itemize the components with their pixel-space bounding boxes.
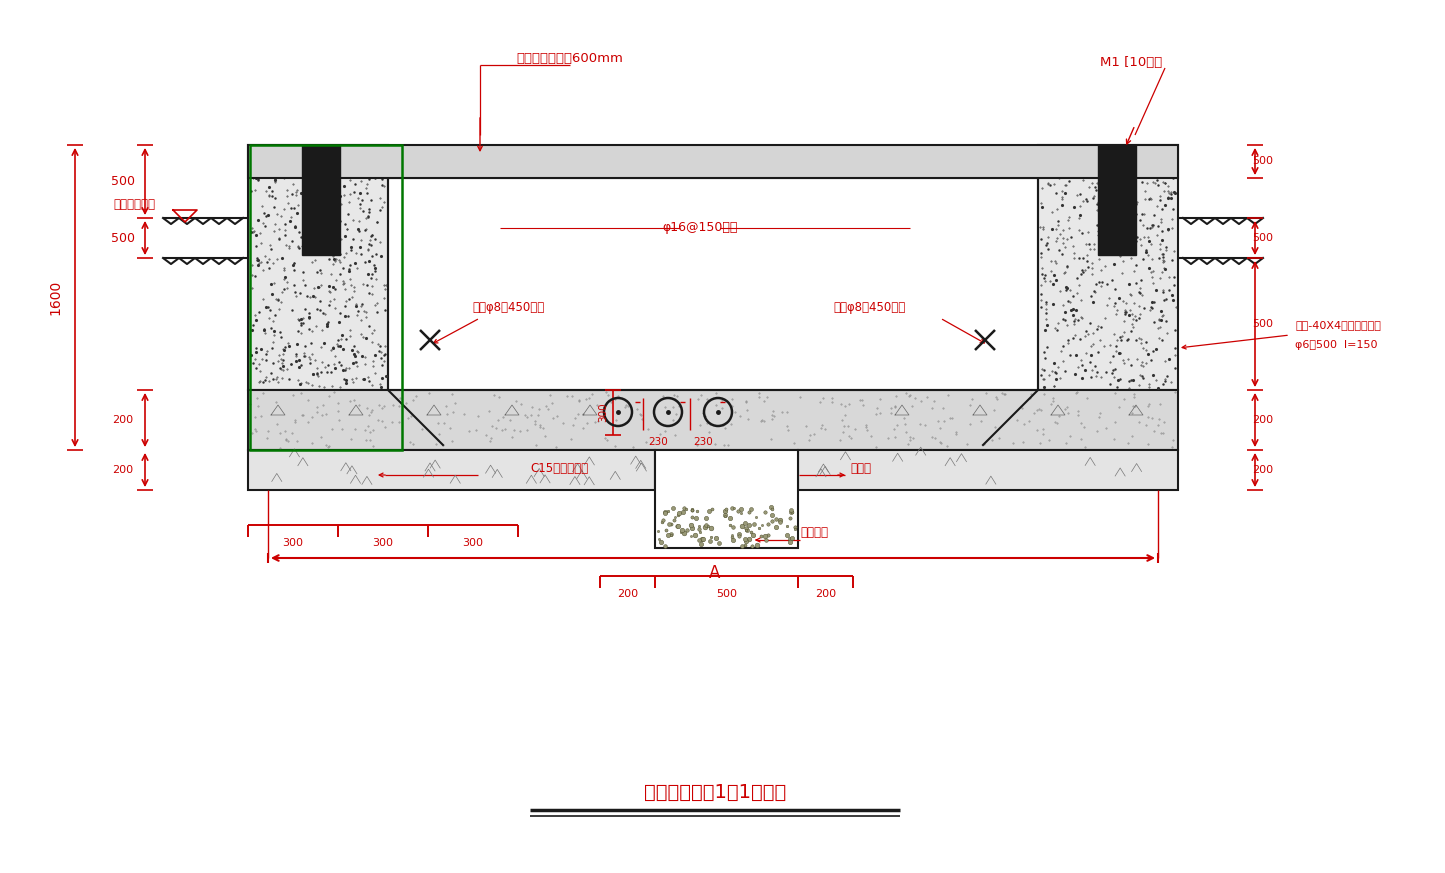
- Bar: [655, 450, 798, 548]
- Text: 500: 500: [1253, 319, 1273, 329]
- Text: 500: 500: [111, 231, 134, 244]
- Text: 1600: 1600: [48, 280, 62, 315]
- Text: 300: 300: [598, 402, 608, 422]
- Text: 拉筋φ8＠450双向: 拉筋φ8＠450双向: [834, 301, 906, 314]
- Text: C15混凝土垫层: C15混凝土垫层: [530, 462, 588, 475]
- Text: 拉筋φ8＠450双向: 拉筋φ8＠450双向: [473, 301, 545, 314]
- Text: M1 [10槽鉢: M1 [10槽鉢: [1100, 56, 1162, 68]
- Text: 230: 230: [694, 437, 712, 447]
- Text: 300: 300: [283, 538, 303, 548]
- Text: 室外设计标高: 室外设计标高: [113, 198, 155, 211]
- Text: 集水坑: 集水坑: [850, 462, 871, 475]
- Text: 200: 200: [113, 465, 133, 475]
- Text: 230: 230: [649, 437, 668, 447]
- Text: 200: 200: [815, 589, 837, 599]
- Text: 500: 500: [111, 175, 134, 188]
- Text: 200: 200: [1253, 465, 1273, 475]
- Text: 500: 500: [1253, 233, 1273, 243]
- Bar: [798, 450, 1178, 490]
- Text: 操作走廊不小于600mm: 操作走廊不小于600mm: [516, 52, 623, 65]
- Text: φ16@150双向: φ16@150双向: [662, 222, 738, 235]
- Bar: [1098, 145, 1136, 255]
- Bar: [1038, 145, 1178, 390]
- Text: 300: 300: [462, 538, 484, 548]
- Text: 通长-40X4扁铁四周预埋: 通长-40X4扁铁四周预埋: [1295, 320, 1381, 330]
- Text: 500: 500: [1253, 156, 1273, 167]
- Bar: [249, 145, 389, 390]
- Text: 500: 500: [717, 589, 737, 599]
- Bar: [249, 390, 1178, 450]
- Text: A: A: [709, 564, 721, 582]
- Text: 200: 200: [617, 589, 639, 599]
- Bar: [249, 450, 655, 490]
- Text: 200: 200: [113, 415, 133, 425]
- Text: 200: 200: [1253, 415, 1273, 425]
- Text: 预装式变电站1－1剑面图: 预装式变电站1－1剑面图: [644, 782, 786, 801]
- Bar: [250, 145, 402, 450]
- Text: φ6＠500  l=150: φ6＠500 l=150: [1295, 340, 1377, 350]
- Text: 碎石垫层: 碎石垫层: [801, 526, 828, 540]
- Bar: [249, 145, 1178, 178]
- Bar: [302, 145, 340, 255]
- Text: 300: 300: [373, 538, 393, 548]
